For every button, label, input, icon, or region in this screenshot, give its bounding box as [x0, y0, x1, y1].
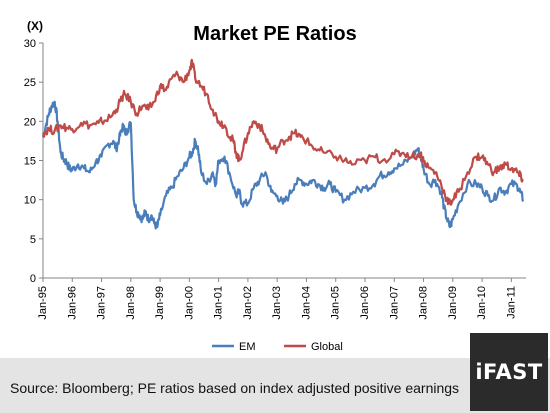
series-layer: [41, 58, 525, 230]
x-tick-label: Jan-99: [154, 286, 166, 320]
series-line-em: [41, 100, 525, 230]
y-tick-label: 10: [24, 195, 36, 207]
x-tick-label: Jan-97: [96, 286, 108, 320]
x-tick-label: Jan-10: [476, 286, 488, 320]
logo-text: iFAST: [475, 360, 543, 384]
y-axis-label: (X): [27, 19, 43, 33]
x-tick-label: Jan-02: [242, 286, 254, 320]
legend-label-em: EM: [239, 341, 256, 353]
x-tick-label: Jan-06: [359, 286, 371, 320]
x-tick-label: Jan-11: [505, 286, 517, 319]
source-note: Source: Bloomberg; PE ratios based on in…: [10, 380, 460, 396]
chart-title: Market PE Ratios: [193, 23, 356, 45]
y-tick-label: 25: [24, 77, 36, 89]
x-tick-label: Jan-04: [300, 286, 312, 320]
y-tick-label: 20: [24, 116, 36, 128]
ifast-logo: iFAST: [470, 333, 548, 411]
x-tick-label: Jan-08: [418, 286, 430, 320]
x-tick-label: Jan-98: [125, 286, 137, 320]
y-tick-label: 30: [24, 38, 36, 50]
y-tick-label: 0: [30, 273, 36, 285]
x-tick-label: Jan-09: [447, 286, 459, 320]
x-tick-label: Jan-05: [330, 286, 342, 320]
x-tick-label: Jan-00: [183, 286, 195, 320]
series-line-global: [41, 58, 524, 206]
x-tick-label: Jan-01: [213, 286, 225, 320]
x-tick-label: Jan-03: [271, 286, 283, 320]
axes: 0 5 10 15 20 25 30 Jan-95 Jan-96 Jan-97 Jan-98 Jan-…: [24, 38, 526, 320]
legend: EM Global: [212, 341, 343, 353]
x-tick-label: Jan-95: [37, 286, 49, 320]
footer-band: [0, 358, 550, 413]
x-tick-label: Jan-96: [66, 286, 78, 320]
x-tick-label: Jan-07: [388, 286, 400, 320]
y-tick-label: 5: [30, 234, 36, 246]
y-tick-label: 15: [24, 156, 36, 168]
legend-label-global: Global: [311, 341, 343, 353]
